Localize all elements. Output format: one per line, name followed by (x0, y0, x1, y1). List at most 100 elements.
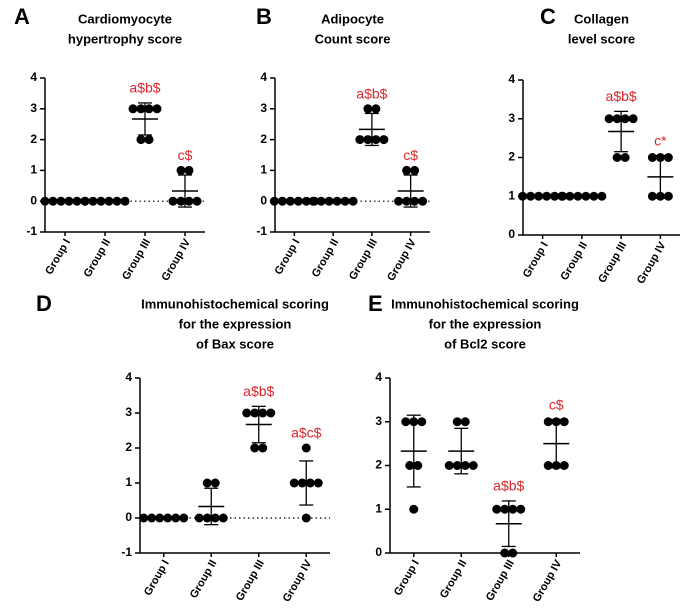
data-point (604, 114, 614, 124)
data-point (402, 165, 412, 175)
annotation: a$b$ (129, 80, 160, 96)
data-point (620, 153, 630, 162)
data-point (144, 104, 154, 114)
data-point (128, 104, 138, 114)
data-point (194, 513, 204, 523)
chart-title: hypertrophy score (68, 31, 182, 46)
data-point (543, 461, 553, 470)
annotation: c$ (178, 147, 193, 163)
y-tick-label: 2 (30, 132, 37, 146)
data-point (663, 191, 673, 201)
chart-title: for the expression (179, 316, 292, 331)
data-point (557, 191, 567, 201)
data-point (250, 408, 260, 418)
data-point (410, 165, 420, 175)
chart-title: Adipocyte (321, 11, 384, 26)
x-tick-label: Group IV (281, 557, 315, 604)
y-tick-label: 4 (125, 370, 132, 384)
data-point (405, 461, 415, 470)
data-point (418, 196, 428, 206)
data-point (184, 196, 194, 206)
chart-title: of Bax score (196, 336, 274, 351)
data-point (363, 104, 373, 114)
data-point (120, 196, 130, 206)
y-tick-label: 0 (260, 193, 267, 207)
data-point (379, 135, 389, 145)
y-tick-label: 3 (375, 414, 382, 428)
data-point (218, 513, 228, 523)
data-point (176, 196, 186, 206)
data-point (258, 408, 268, 418)
y-tick-label: 1 (375, 501, 382, 515)
data-point (179, 513, 189, 523)
annotation: a$b$ (606, 88, 637, 104)
x-tick-label: Group IV (159, 236, 193, 283)
y-tick-label: 3 (260, 101, 267, 115)
chart-title: for the expression (429, 316, 542, 331)
x-tick-label: Group II (559, 240, 590, 283)
x-tick-label: Group II (82, 237, 113, 280)
y-tick-label: -1 (256, 224, 267, 238)
x-tick-label: Group II (188, 558, 219, 601)
annotation: c$ (549, 396, 564, 412)
data-point (413, 461, 423, 470)
data-point (628, 114, 638, 124)
data-point (663, 153, 673, 162)
x-tick-label: Group III (596, 240, 629, 285)
data-point (136, 135, 146, 145)
y-tick-label: 2 (508, 150, 515, 164)
x-tick-label: Group II (438, 558, 469, 601)
y-tick-label: 1 (30, 163, 37, 177)
data-point (184, 165, 194, 175)
x-tick-label: Group IV (531, 557, 565, 604)
panel-letter: C (540, 4, 556, 29)
y-tick-label: 2 (125, 440, 132, 454)
y-tick-label: 0 (375, 545, 382, 559)
x-tick-label: Group I (43, 237, 73, 277)
data-point (647, 191, 657, 201)
data-point (468, 461, 478, 470)
annotation: a$b$ (356, 86, 387, 102)
data-point (518, 191, 528, 201)
x-tick-label: Group IV (635, 239, 669, 286)
data-point (250, 443, 260, 453)
data-point (210, 478, 220, 488)
data-point (516, 504, 526, 514)
x-tick-label: Group I (273, 237, 303, 277)
y-tick-label: 4 (260, 70, 267, 84)
data-point (460, 417, 470, 427)
chart-title: Immunohistochemical scoring (391, 296, 579, 311)
data-point (612, 153, 622, 162)
data-point (242, 408, 252, 418)
data-point (80, 196, 90, 206)
data-point (192, 196, 202, 206)
y-tick-label: 1 (508, 188, 515, 202)
data-point (371, 135, 381, 145)
x-tick-label: Group III (347, 237, 380, 282)
data-point (417, 417, 427, 427)
y-tick-label: -1 (26, 224, 37, 238)
data-point (202, 513, 212, 523)
annotation: a$b$ (243, 383, 274, 399)
data-point (410, 196, 420, 206)
chart-title: of Bcl2 score (444, 336, 526, 351)
data-point (500, 548, 510, 558)
x-tick-label: Group I (142, 558, 172, 598)
data-point (409, 504, 419, 514)
data-point (348, 196, 358, 206)
x-tick-label: Group I (521, 240, 551, 280)
x-tick-label: Group III (234, 558, 267, 603)
data-point (258, 443, 268, 453)
data-point (168, 196, 178, 206)
chart-title: Immunohistochemical scoring (141, 296, 329, 311)
chart-title: Cardiomyocyte (78, 11, 172, 26)
y-tick-label: 3 (508, 111, 515, 125)
data-point (402, 196, 412, 206)
data-point (202, 478, 212, 488)
data-point (597, 191, 607, 201)
data-point (139, 513, 149, 523)
panel-letter: E (368, 291, 383, 316)
data-point (508, 548, 518, 558)
y-tick-label: 3 (30, 101, 37, 115)
